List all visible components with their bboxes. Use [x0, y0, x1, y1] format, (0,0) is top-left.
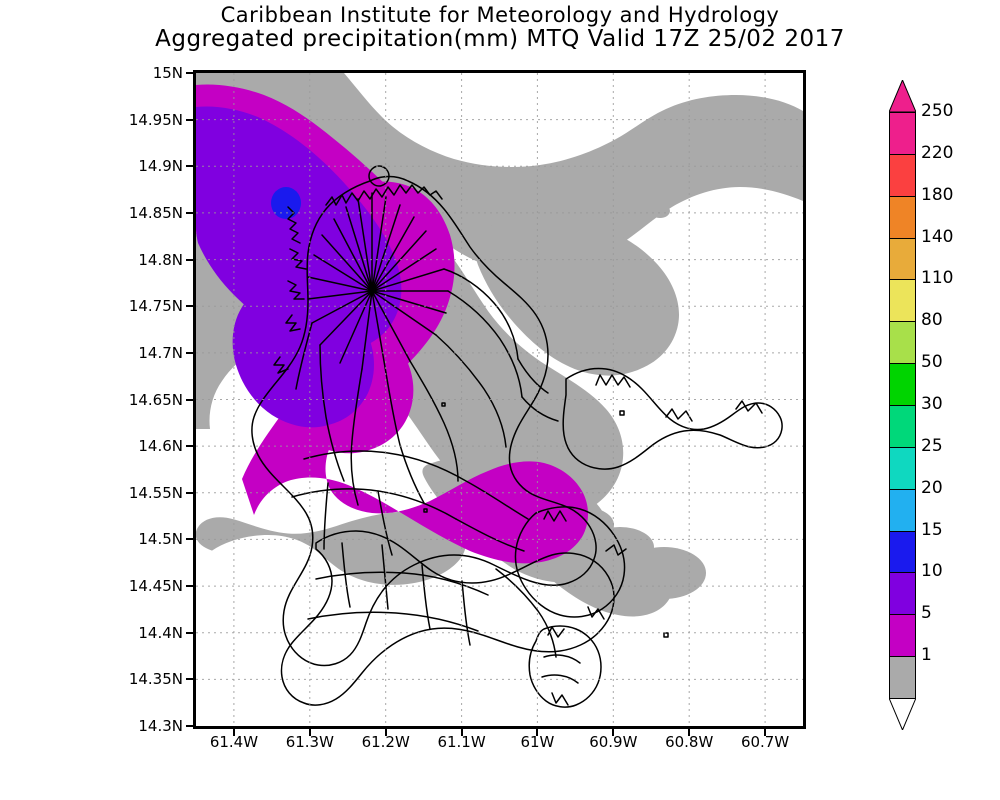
y-tick-mark: [186, 118, 193, 121]
colorbar-tick-label: 1: [921, 645, 932, 666]
x-tick-mark: [612, 729, 615, 736]
colorbar-cell: [889, 656, 916, 699]
x-tick-label: 60.7W: [740, 733, 790, 751]
y-tick-label: 14.65N: [128, 390, 183, 409]
x-tick-mark: [308, 729, 311, 736]
y-tick-label: 14.55N: [128, 483, 183, 502]
colorbar-cell: [889, 321, 916, 365]
y-tick-mark: [186, 258, 193, 261]
colorbar-tick-label: 20: [921, 477, 943, 498]
y-tick-label: 14.7N: [138, 343, 183, 362]
y-tick-label: 14.85N: [128, 203, 183, 222]
y-tick-mark: [186, 398, 193, 401]
x-tick-label: 61.1W: [437, 733, 486, 751]
colorbar-tick-label: 80: [921, 310, 943, 331]
colorbar-tick-label: 110: [921, 268, 954, 289]
y-tick-label: 14.75N: [128, 297, 183, 316]
colorbar-tick-label: 10: [921, 561, 943, 582]
colorbar-tick-label: 140: [921, 226, 954, 247]
colorbar-cell: [889, 237, 916, 281]
y-tick-label: 15N: [152, 64, 183, 82]
x-tick-mark: [384, 729, 387, 736]
coastline-and-basins: [251, 165, 783, 708]
colorbar-tick-label: 180: [921, 184, 954, 205]
y-tick-mark: [186, 305, 193, 308]
precipitation-map-svg: [196, 73, 803, 726]
page-title: Aggregated precipitation(mm) MTQ Valid 1…: [155, 26, 845, 52]
colorbar[interactable]: 250 220 180 140 110 80 50 30 25 20 15 10 5 1: [889, 80, 953, 730]
y-tick-mark: [186, 211, 193, 214]
y-tick-label: 14.8N: [138, 250, 183, 269]
x-tick-mark: [232, 729, 235, 736]
x-tick-label: 61W: [520, 733, 555, 751]
y-tick-mark: [186, 165, 193, 168]
x-tick-mark: [764, 729, 767, 736]
y-tick-mark: [186, 631, 193, 634]
y-tick-label: 14.95N: [128, 110, 183, 129]
precip-band-15-20mm: [271, 187, 301, 219]
y-tick-mark: [186, 538, 193, 541]
y-tick-mark: [186, 491, 193, 494]
y-tick-label: 14.35N: [128, 670, 183, 689]
colorbar-tick-label: 5: [921, 603, 932, 624]
x-tick-mark: [536, 729, 539, 736]
colorbar-tick-label: 250: [921, 101, 954, 121]
colorbar-cell: [889, 572, 916, 616]
y-tick-mark: [186, 585, 193, 588]
colorbar-over-arrow: [889, 80, 916, 112]
x-tick-mark: [688, 729, 691, 736]
colorbar-cell: [889, 488, 916, 532]
colorbar-cell: [889, 112, 916, 155]
x-tick-label: 61.4W: [209, 733, 259, 751]
y-tick-mark: [186, 351, 193, 354]
y-tick-mark: [186, 725, 193, 727]
x-tick-label: 60.8W: [665, 733, 714, 751]
colorbar-cell: [889, 363, 916, 406]
y-tick-label: 14.3N: [138, 717, 183, 735]
x-tick-mark: [460, 729, 463, 736]
x-tick-label: 60.9W: [589, 733, 638, 751]
y-tick-label: 14.5N: [138, 530, 183, 549]
y-tick-label: 14.45N: [128, 577, 183, 596]
colorbar-cell: [889, 614, 916, 658]
chart-title-block: Caribbean Institute for Meteorology and …: [0, 4, 1000, 52]
colorbar-cell: [889, 446, 916, 490]
y-tick-label: 14.6N: [138, 437, 183, 456]
institute-title: Caribbean Institute for Meteorology and …: [220, 3, 780, 27]
colorbar-under-arrow: [889, 698, 916, 730]
x-tick-label: 61.2W: [361, 733, 410, 751]
colorbar-cell: [889, 530, 916, 574]
colorbar-tick-label: 220: [921, 142, 954, 163]
map-plot-area[interactable]: [193, 70, 806, 729]
map-gridlines: [196, 73, 803, 726]
x-tick-label: 61.3W: [285, 733, 334, 751]
y-tick-label: 14.9N: [138, 157, 183, 176]
colorbar-cell: [889, 279, 916, 323]
colorbar-tick-label: 50: [921, 352, 943, 373]
colorbar-cell: [889, 153, 916, 197]
y-tick-label: 14.4N: [138, 623, 183, 642]
colorbar-cell: [889, 195, 916, 239]
colorbar-tick-label: 30: [921, 394, 943, 414]
colorbar-cell: [889, 405, 916, 448]
colorbar-tick-label: 15: [921, 519, 943, 540]
colorbar-tick-label: 25: [921, 435, 943, 456]
y-tick-mark: [186, 72, 193, 74]
y-tick-mark: [186, 678, 193, 681]
y-tick-mark: [186, 445, 193, 448]
